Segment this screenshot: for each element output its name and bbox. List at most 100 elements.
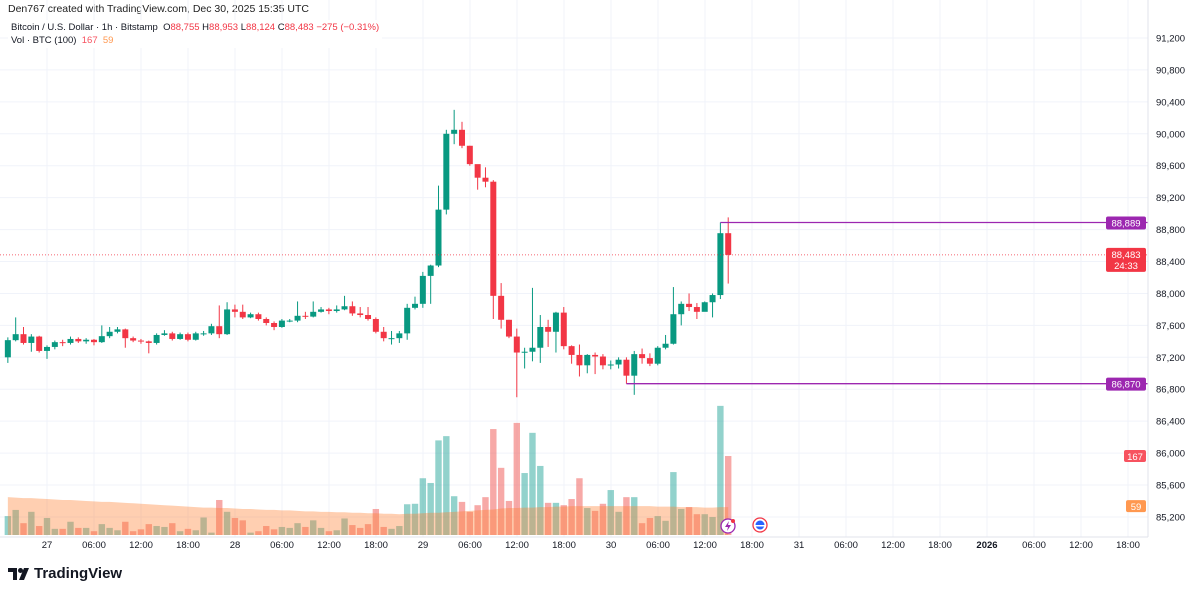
candle xyxy=(654,346,661,366)
candle-body xyxy=(709,295,716,303)
volume-bar xyxy=(357,527,364,535)
candle-body xyxy=(90,339,97,343)
chart-credit: Den767 created with TradingView.com, Dec… xyxy=(8,3,309,15)
volume-bar xyxy=(662,520,669,535)
volume-ma-badge: 59 xyxy=(1126,500,1146,513)
candle xyxy=(67,336,74,345)
volume-bar xyxy=(59,528,66,535)
volume-bar xyxy=(646,517,654,535)
grid xyxy=(0,0,1148,537)
candle xyxy=(419,271,426,308)
price-tick-label: 88,000 xyxy=(1156,289,1185,300)
volume-bar xyxy=(490,429,497,535)
candle xyxy=(545,319,552,347)
lightning-icon[interactable] xyxy=(720,518,736,534)
tradingview-logo-icon xyxy=(8,567,29,580)
candle xyxy=(607,360,614,370)
price-tick-label: 85,200 xyxy=(1156,512,1185,523)
volume-bar xyxy=(701,514,708,535)
time-tick-label: 12:00 xyxy=(881,540,905,551)
candle xyxy=(59,339,66,347)
candle xyxy=(153,333,160,345)
volume-title[interactable]: Vol · BTC (100) xyxy=(11,35,77,46)
candle xyxy=(380,326,387,342)
us-flag-event-icon[interactable] xyxy=(752,517,768,533)
symbol-legend-row[interactable]: Bitcoin / U.S. Dollar · 1h · Bitstamp O8… xyxy=(11,21,379,34)
low-line-price-badge-bg xyxy=(1106,377,1146,391)
candle xyxy=(693,303,700,320)
candle xyxy=(231,304,238,318)
candle-body xyxy=(670,314,677,344)
volume-bar xyxy=(333,530,340,535)
volume-bar xyxy=(576,478,583,535)
volume-badge-text: 167 xyxy=(1127,452,1143,463)
candle xyxy=(498,283,505,329)
candle xyxy=(286,319,293,323)
candle-body xyxy=(490,181,497,296)
candle xyxy=(271,321,278,331)
volume-bar xyxy=(169,523,176,535)
volume-bar xyxy=(435,440,442,535)
volume-bar xyxy=(521,473,528,535)
candle xyxy=(552,311,559,353)
candle-body xyxy=(435,209,442,266)
price-tick-label: 90,400 xyxy=(1156,97,1185,108)
candle xyxy=(365,307,372,321)
price-axis[interactable]: 91,200 90,800 90,400 90,000 89,600 89,200 88,8… xyxy=(1156,34,1185,524)
candle-body xyxy=(137,340,144,342)
volume-bar xyxy=(537,465,544,535)
candle-body xyxy=(231,309,238,312)
volume-bar xyxy=(513,422,520,535)
candle xyxy=(12,317,19,342)
volume-ma-badge-text: 59 xyxy=(1131,502,1142,513)
volume-bar xyxy=(341,518,348,535)
candle xyxy=(466,145,473,166)
candle-body xyxy=(451,129,458,134)
price-tick-label: 90,800 xyxy=(1156,65,1185,76)
symbol-title[interactable]: Bitcoin / U.S. Dollar · 1h · Bitstamp xyxy=(11,22,158,33)
candle-body xyxy=(466,145,473,165)
last-price-badge-text: 88,483 xyxy=(1111,250,1140,261)
time-tick-label: 28 xyxy=(230,540,241,551)
close-label: C xyxy=(277,22,285,33)
time-tick-label: 12:00 xyxy=(1069,540,1093,551)
volume-legend-row[interactable]: Vol · BTC (100) 167 59 xyxy=(11,34,379,47)
candle-body xyxy=(208,326,215,334)
volume-ma-value: 59 xyxy=(102,35,114,46)
time-tick-label: 06:00 xyxy=(270,540,294,551)
candle-body xyxy=(75,338,82,342)
volume-bar xyxy=(239,520,246,535)
candle-body xyxy=(545,326,552,332)
price-tick-label: 89,200 xyxy=(1156,193,1185,204)
volume-bar xyxy=(693,514,701,535)
candle xyxy=(717,222,724,300)
candles xyxy=(4,109,732,398)
candle-body xyxy=(224,309,231,335)
candle xyxy=(114,326,121,334)
candle-body xyxy=(4,340,11,358)
candle-body xyxy=(161,333,168,335)
candle-body xyxy=(599,356,606,366)
volume-bar xyxy=(129,531,137,535)
volume-bar xyxy=(685,507,693,535)
candle-body xyxy=(318,309,325,312)
tradingview-logo[interactable]: TradingView xyxy=(8,565,122,582)
volume-bar xyxy=(623,497,630,535)
volume-badge-bg xyxy=(1124,450,1146,463)
low-line-price-badge: 86,870 xyxy=(1106,377,1146,391)
volume-bar xyxy=(98,524,106,535)
volume-value: 167 xyxy=(81,35,98,46)
drawn-lines[interactable] xyxy=(0,221,1148,385)
candle xyxy=(505,319,512,339)
volume-ma-badge-bg xyxy=(1126,500,1146,513)
time-tick-label: 29 xyxy=(418,540,429,551)
volume-bar xyxy=(419,478,427,535)
candle xyxy=(192,331,199,341)
candle-body xyxy=(349,306,356,314)
time-axis[interactable]: 27 06:00 12:00 18:00 28 06:00 12:00 18:00 29 06:0… xyxy=(42,540,1140,551)
volume-bar xyxy=(310,520,317,535)
time-tick-label: 12:00 xyxy=(693,540,717,551)
candle xyxy=(537,315,544,363)
chart-legend: Bitcoin / U.S. Dollar · 1h · Bitstamp O8… xyxy=(8,20,383,48)
